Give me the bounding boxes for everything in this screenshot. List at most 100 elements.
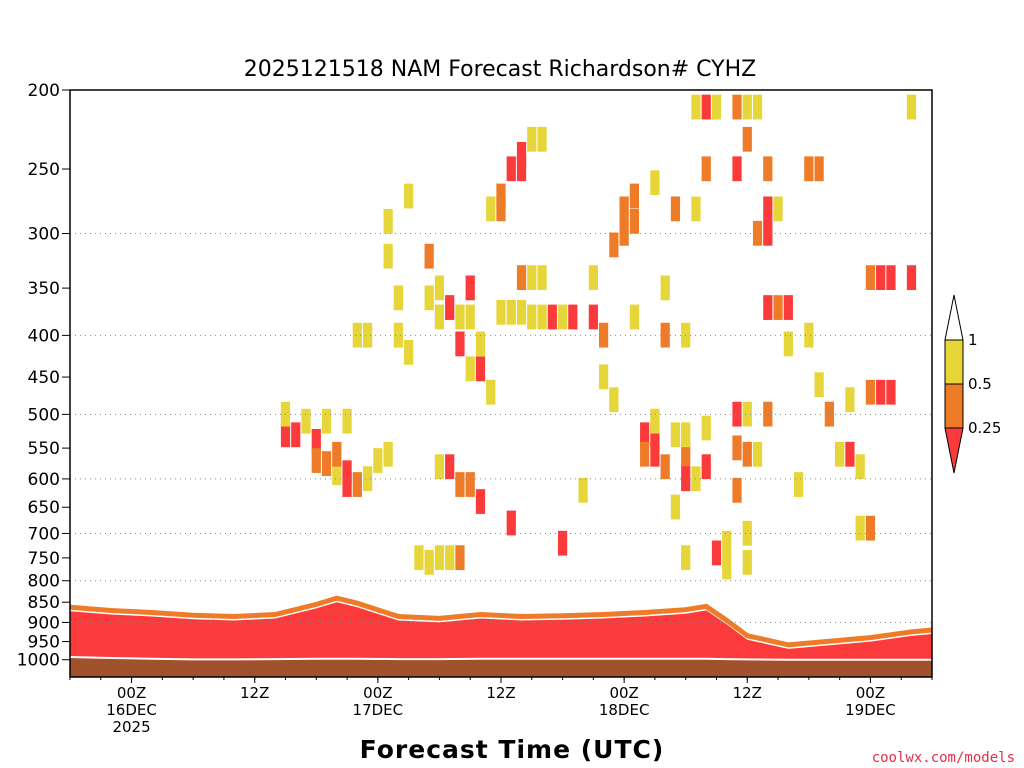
ri-cell-0 bbox=[280, 422, 291, 448]
ri-cell-65 bbox=[547, 304, 557, 330]
ri-cell-53 bbox=[506, 299, 516, 325]
ri-cell-103 bbox=[701, 454, 711, 480]
x-tick-label-4-0: 00Z bbox=[609, 684, 638, 702]
y-tick-label-850: 850 bbox=[28, 593, 60, 613]
ri-cell-40 bbox=[465, 275, 475, 301]
ri-cell-100 bbox=[691, 196, 701, 222]
ri-cell-13 bbox=[352, 472, 362, 497]
ri-cell-39 bbox=[455, 545, 465, 571]
ri-cell-116 bbox=[742, 401, 752, 427]
ri-cell-130 bbox=[783, 295, 793, 320]
ri-cell-70 bbox=[588, 304, 598, 330]
legend-bin-yellow bbox=[944, 339, 964, 385]
ri-cell-77 bbox=[619, 220, 629, 246]
ri-cell-35 bbox=[445, 545, 455, 571]
ri-cell-67 bbox=[557, 304, 568, 330]
ri-cell-112 bbox=[732, 435, 742, 461]
x-tick-label-6-1: 19DEC bbox=[845, 701, 896, 719]
ri-cell-149 bbox=[886, 379, 896, 405]
ri-cell-126 bbox=[763, 295, 773, 320]
ri-cell-88 bbox=[660, 275, 670, 301]
legend-label-0: 1 bbox=[968, 331, 978, 349]
ri-cell-111 bbox=[732, 401, 742, 427]
ri-cell-83 bbox=[650, 422, 660, 448]
legend: 1 0.5 0.25 bbox=[944, 294, 1001, 474]
x-axis-title: Forecast Time (UTC) bbox=[360, 735, 665, 764]
ri-cell-69 bbox=[578, 477, 588, 503]
ri-cell-60 bbox=[527, 304, 537, 330]
ri-cell-74 bbox=[609, 387, 619, 413]
ri-cell-108 bbox=[722, 554, 732, 580]
ri-cell-84 bbox=[650, 441, 660, 467]
ri-cell-76 bbox=[619, 196, 629, 222]
ri-cell-125 bbox=[763, 220, 773, 246]
ri-cell-59 bbox=[527, 126, 537, 152]
y-tick-label-500: 500 bbox=[28, 405, 60, 425]
ri-cell-58 bbox=[516, 141, 527, 167]
ri-cell-71 bbox=[588, 265, 598, 291]
ri-cell-15 bbox=[362, 322, 373, 348]
ri-cell-68 bbox=[568, 304, 578, 330]
ri-cell-133 bbox=[804, 156, 814, 182]
ri-cell-86 bbox=[650, 170, 660, 196]
ri-cell-2 bbox=[291, 422, 301, 448]
ri-cell-4 bbox=[311, 428, 321, 454]
ri-cell-101 bbox=[701, 94, 711, 120]
x-tick-label-3-0: 12Z bbox=[486, 684, 515, 702]
ri-cell-92 bbox=[670, 196, 681, 222]
ri-cell-114 bbox=[742, 94, 752, 120]
ri-cell-38 bbox=[455, 472, 465, 497]
legend-bin-orange bbox=[944, 383, 964, 429]
y-tick-label-450: 450 bbox=[28, 368, 60, 388]
ri-cell-97 bbox=[681, 545, 691, 571]
ri-cell-93 bbox=[681, 441, 691, 467]
x-tick-label-4-1: 18DEC bbox=[599, 701, 650, 719]
ri-cell-11 bbox=[342, 472, 352, 497]
ri-cell-12 bbox=[342, 408, 352, 434]
x-tick-label-2-0: 00Z bbox=[363, 684, 392, 702]
ri-cell-147 bbox=[876, 379, 886, 405]
ri-cell-141 bbox=[855, 454, 865, 480]
ri-cell-79 bbox=[629, 208, 640, 234]
ri-cell-62 bbox=[537, 126, 547, 152]
ri-cell-66 bbox=[557, 530, 568, 556]
ri-cell-63 bbox=[537, 304, 547, 330]
ri-cell-105 bbox=[711, 540, 722, 566]
x-tick-label-0-0: 00Z bbox=[117, 684, 146, 702]
ri-cell-20 bbox=[383, 441, 393, 467]
ri-cell-55 bbox=[516, 156, 527, 182]
x-tick-label-0-1: 16DEC bbox=[106, 701, 157, 719]
y-tick-label-700: 700 bbox=[28, 524, 60, 544]
ri-cell-61 bbox=[527, 265, 537, 291]
ri-cell-146 bbox=[876, 265, 886, 291]
surface-layer-fringe bbox=[69, 595, 933, 648]
ri-cell-14 bbox=[352, 322, 362, 348]
ri-cell-31 bbox=[434, 545, 445, 571]
ri-cell-45 bbox=[475, 489, 486, 514]
y-tick-label-400: 400 bbox=[28, 326, 60, 346]
ri-cell-99 bbox=[691, 94, 701, 120]
chart-title: 2025121518 NAM Forecast Richardson# CYHZ bbox=[244, 57, 756, 82]
ri-cell-135 bbox=[814, 156, 824, 182]
ri-cell-73 bbox=[599, 364, 609, 390]
ri-cell-32 bbox=[434, 454, 445, 480]
ri-cell-18 bbox=[383, 243, 393, 269]
ground-fill bbox=[70, 658, 932, 677]
ri-cell-95 bbox=[681, 422, 691, 448]
ri-cell-143 bbox=[865, 265, 876, 291]
ri-cell-90 bbox=[670, 422, 681, 448]
ri-cell-102 bbox=[701, 415, 711, 441]
ri-cell-131 bbox=[783, 331, 793, 357]
ri-cell-134 bbox=[804, 322, 814, 348]
x-tick-label-0-2: 2025 bbox=[112, 718, 150, 736]
ri-cell-123 bbox=[763, 156, 773, 182]
ri-cell-6 bbox=[321, 451, 332, 477]
ri-cell-138 bbox=[835, 441, 845, 467]
ri-cell-30 bbox=[434, 275, 445, 301]
ri-cell-44 bbox=[475, 331, 486, 357]
ri-cell-137 bbox=[824, 401, 834, 427]
ri-cell-150 bbox=[906, 265, 917, 291]
ri-cell-36 bbox=[455, 304, 465, 330]
y-tick-label-550: 550 bbox=[28, 439, 60, 459]
ground-line bbox=[69, 656, 932, 661]
